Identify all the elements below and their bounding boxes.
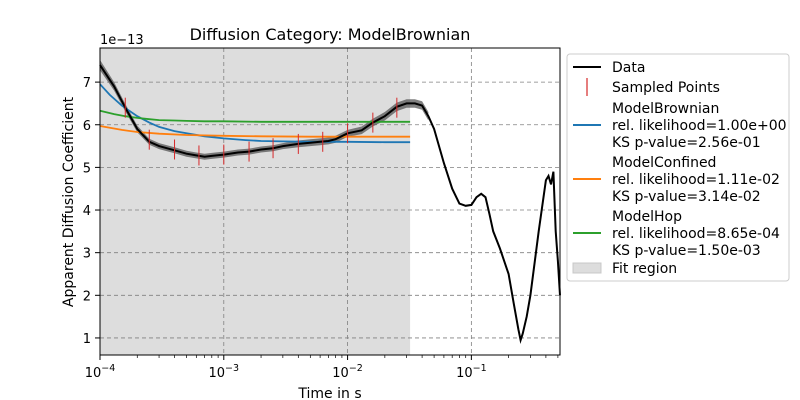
legend-data-label: Data	[612, 60, 645, 76]
legend-brownian-name: ModelBrownian	[612, 101, 719, 117]
y-tick-label: 6	[83, 119, 91, 134]
legend-confined-name: ModelConfined	[612, 155, 716, 171]
legend-confined-ks: KS p-value=3.14e-02	[612, 189, 761, 205]
legend-fit-region-label: Fit region	[612, 261, 677, 277]
x-axis-label: Time in s	[297, 386, 361, 400]
x-tick-label: 10−1	[456, 363, 487, 381]
legend-hop-ks: KS p-value=1.50e-03	[612, 243, 761, 259]
y-axis-label: Apparent Diffusion Coefficient	[61, 96, 77, 307]
x-tick-label: 10−2	[332, 363, 363, 381]
y-tick-label: 7	[83, 76, 91, 91]
y-tick-label: 3	[83, 247, 91, 262]
y-tick-label: 4	[83, 204, 91, 219]
x-tick-label: 10−3	[209, 363, 240, 381]
sampled-points	[99, 57, 398, 166]
x-tick-exponent: −3	[225, 363, 239, 374]
plot-frame	[99, 47, 561, 356]
x-tick-exponent: −4	[101, 363, 115, 374]
y-axis: 1 2 3 4 5 6 7	[83, 76, 100, 347]
legend-hop-name: ModelHop	[612, 209, 682, 225]
legend-sampled-label: Sampled Points	[612, 80, 720, 96]
legend: Data Sampled Points ModelBrownian rel. l…	[566, 53, 790, 282]
x-tick-exponent: −1	[473, 363, 487, 374]
legend-confined-likelihood: rel. likelihood=1.11e-02	[612, 172, 780, 188]
y-offset-label: 1e−13	[100, 33, 144, 48]
legend-brownian-likelihood: rel. likelihood=1.00e+00	[612, 118, 787, 134]
legend-frame	[566, 53, 790, 282]
data-line-layer	[99, 64, 561, 344]
legend-hop-likelihood: rel. likelihood=8.65e-04	[612, 226, 780, 242]
y-tick-label: 5	[83, 161, 91, 176]
fit-region	[100, 48, 411, 355]
model-line-modelhop	[99, 109, 411, 123]
x-tick-label: 10−4	[85, 363, 116, 381]
legend-brownian-ks: KS p-value=2.56e-01	[612, 135, 761, 151]
chart-title: Diffusion Category: ModelBrownian	[190, 25, 471, 44]
x-axis: 10−4 10−3 10−2 10−1	[85, 355, 559, 381]
x-tick-exponent: −2	[349, 363, 363, 374]
y-tick-label: 2	[83, 289, 91, 304]
y-tick-label: 1	[83, 332, 91, 347]
data-line	[99, 64, 561, 344]
legend-fit-region-swatch	[572, 262, 602, 274]
